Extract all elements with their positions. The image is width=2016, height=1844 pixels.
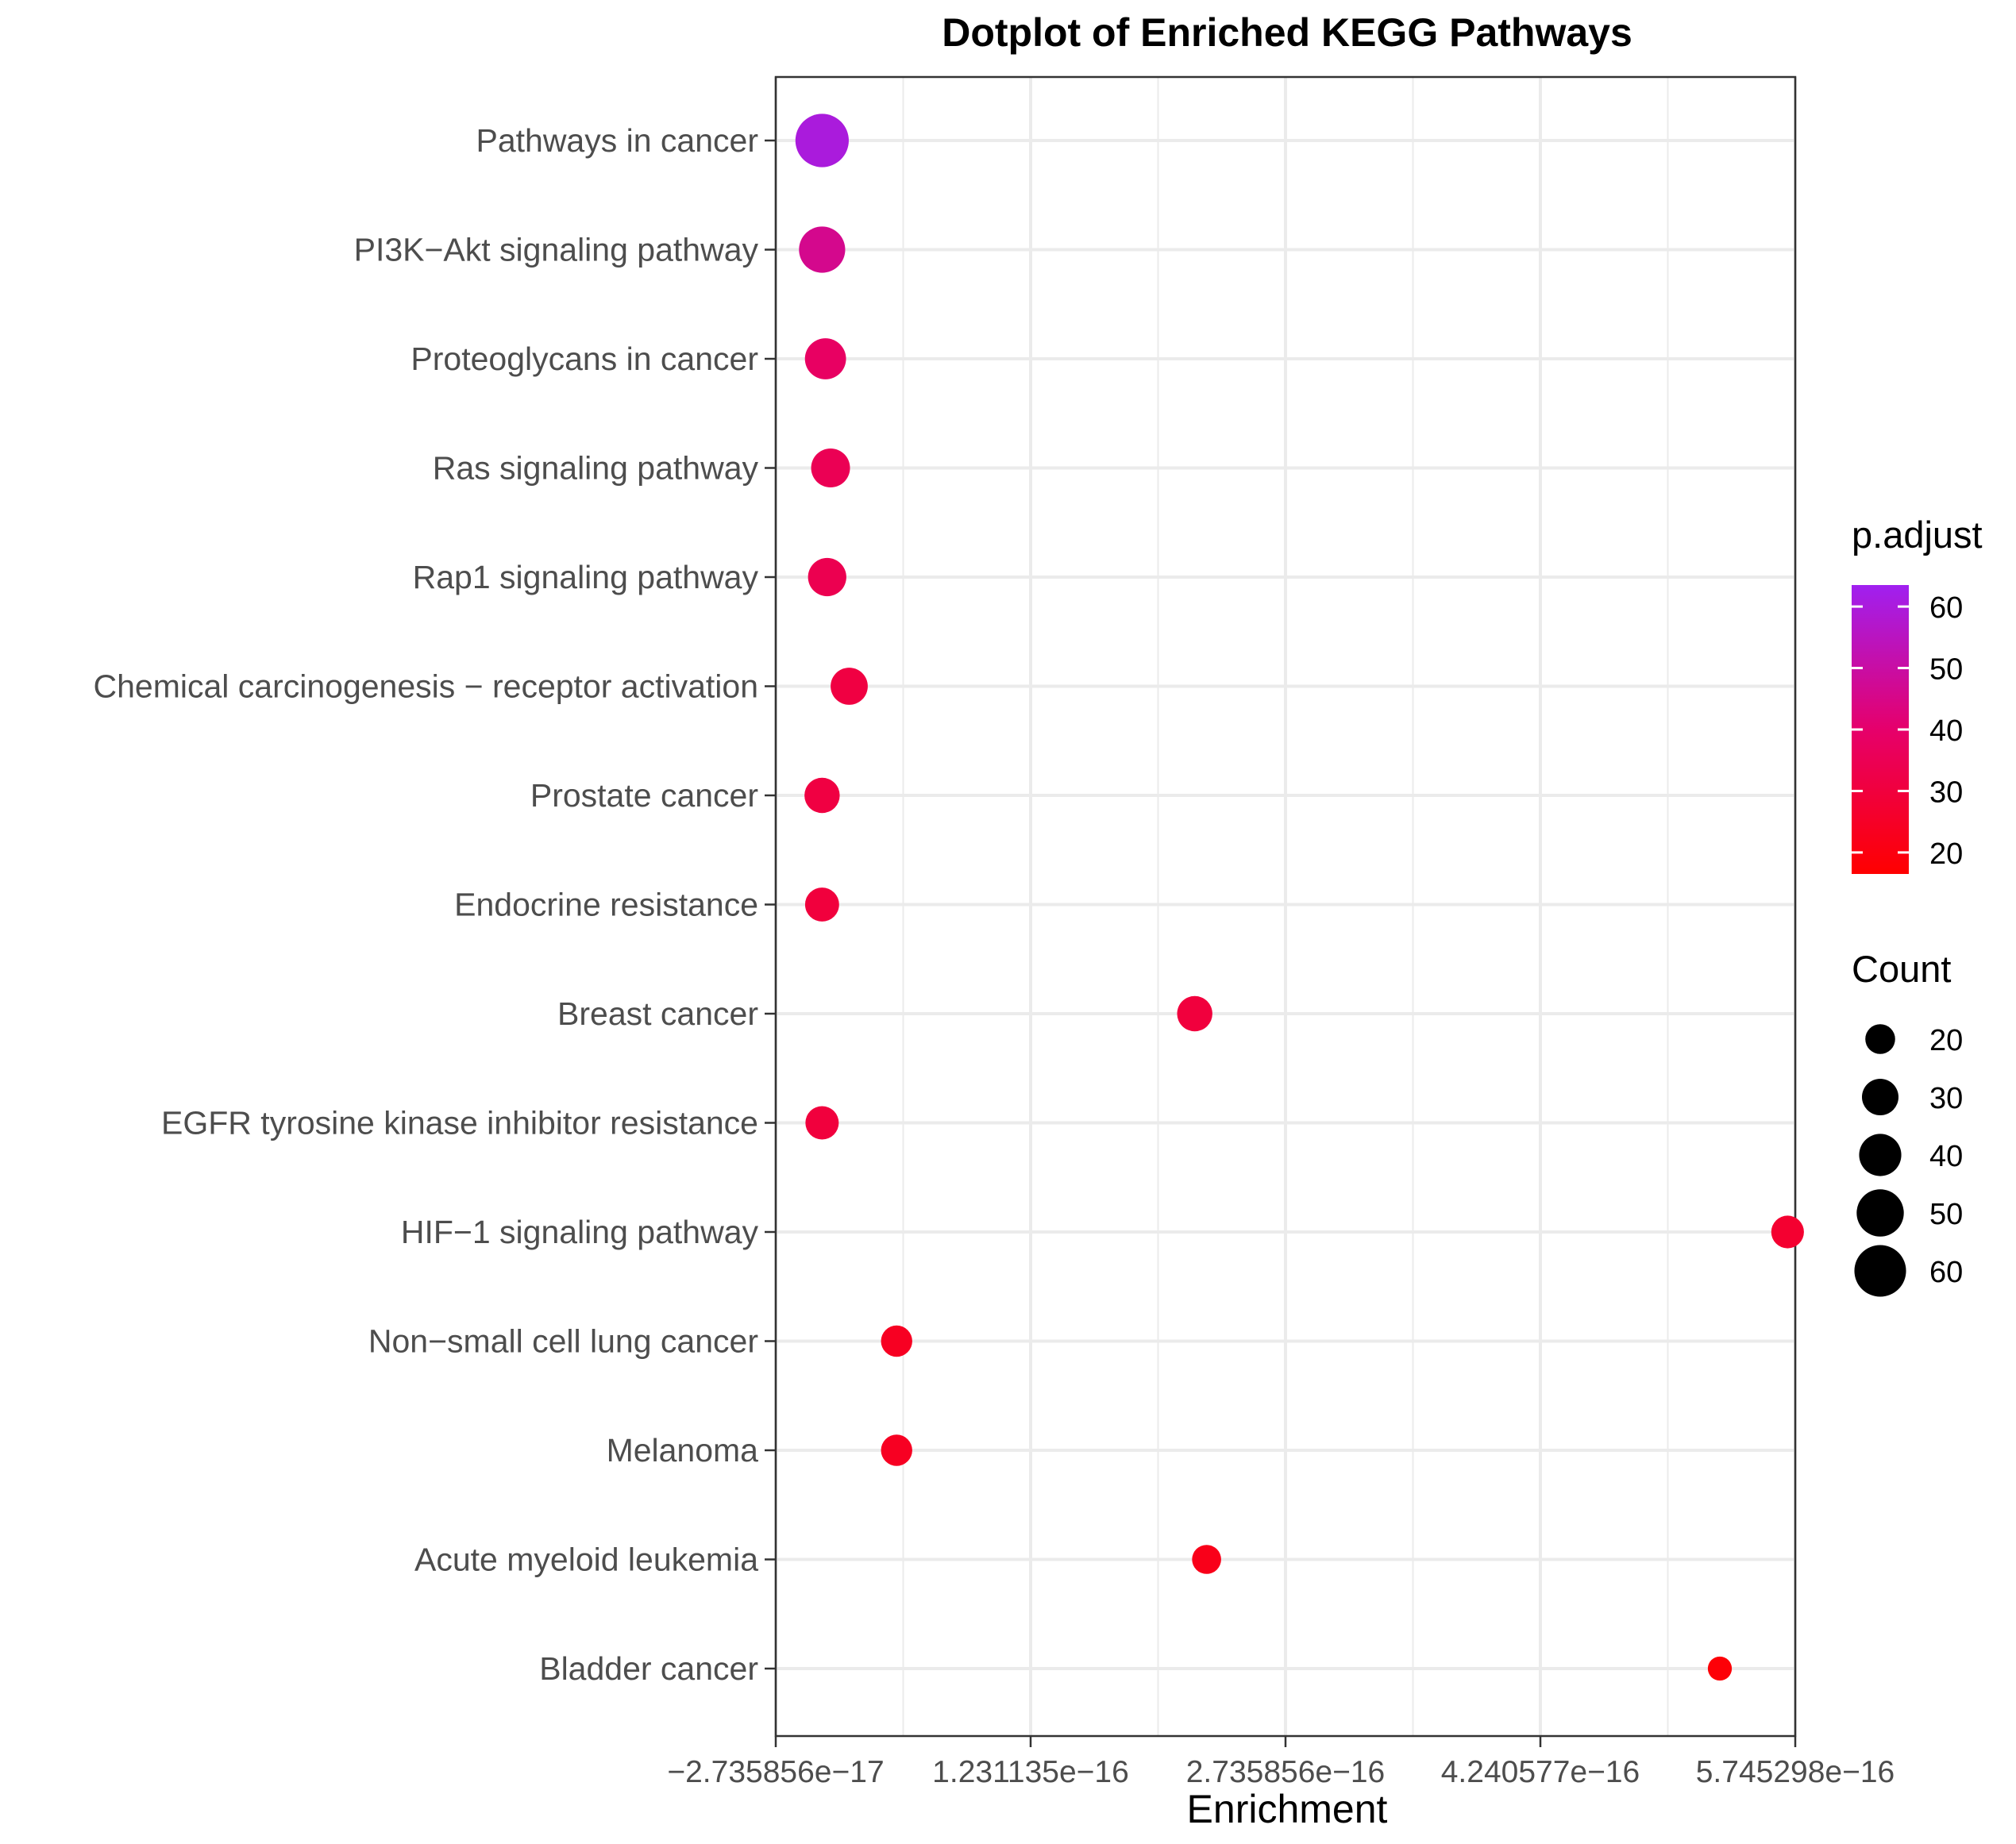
y-category-label: Chemical carcinogenesis − receptor activ… — [94, 668, 759, 705]
color-legend-label: 40 — [1929, 714, 1963, 748]
size-legend-label: 50 — [1929, 1198, 1963, 1231]
color-legend-label: 20 — [1929, 837, 1963, 871]
y-category-label: Melanoma — [607, 1432, 759, 1469]
color-legend-label: 30 — [1929, 776, 1963, 809]
data-point — [1707, 1656, 1733, 1681]
color-legend-label: 50 — [1929, 653, 1963, 687]
size-legend-label: 40 — [1929, 1140, 1963, 1173]
size-legend-label: 20 — [1929, 1024, 1963, 1057]
y-category-label: Acute myeloid leukemia — [414, 1542, 758, 1578]
y-category-label: EGFR tyrosine kinase inhibitor resistanc… — [161, 1105, 758, 1141]
color-legend: p.adjust 20 30 40 50 60 — [1852, 514, 1983, 874]
x-tick-label: 4.240577e−16 — [1441, 1755, 1640, 1789]
data-point — [805, 1106, 839, 1140]
y-category-label: Pathways in cancer — [476, 122, 758, 159]
data-point — [1771, 1215, 1804, 1249]
grid-layer — [774, 77, 1797, 1736]
size-legend-dot — [1861, 1078, 1899, 1116]
label-layer: −2.735856e−17 1.231135e−16 2.735856e−16 4.2… — [94, 122, 1895, 1789]
y-category-label: Ras signaling pathway — [433, 450, 759, 487]
size-legend-dot — [1859, 1134, 1902, 1176]
data-point — [799, 226, 846, 273]
size-legend-label: 60 — [1929, 1256, 1963, 1289]
color-legend-ticks: 20 30 40 50 60 — [1852, 591, 1963, 871]
point-layer — [795, 114, 1804, 1681]
color-legend-title: p.adjust — [1852, 514, 1983, 556]
y-category-label: Rap1 signaling pathway — [413, 559, 759, 595]
data-point — [795, 114, 849, 167]
y-category-label: Prostate cancer — [530, 777, 758, 814]
chart-title: Dotplot of Enriched KEGG Pathways — [942, 10, 1632, 55]
size-legend: Count 20 30 40 50 60 — [1852, 948, 1963, 1297]
size-legend-title: Count — [1852, 948, 1951, 990]
data-point — [881, 1434, 912, 1466]
y-category-label: HIF−1 signaling pathway — [401, 1214, 759, 1250]
size-legend-items: 20 30 40 50 60 — [1854, 1024, 1963, 1297]
y-category-label: PI3K−Akt signaling pathway — [354, 232, 759, 268]
x-axis-title: Enrichment — [1187, 1787, 1388, 1831]
size-legend-label: 30 — [1929, 1082, 1963, 1115]
size-legend-dot — [1865, 1024, 1895, 1054]
data-point — [1177, 995, 1212, 1032]
x-tick-label: 5.745298e−16 — [1696, 1755, 1895, 1789]
tick-layer — [765, 139, 1797, 1747]
data-point — [804, 887, 839, 922]
y-category-label: Endocrine resistance — [454, 887, 758, 923]
data-point — [881, 1325, 912, 1357]
data-point — [804, 777, 840, 814]
data-point — [1192, 1545, 1221, 1574]
color-legend-label: 60 — [1929, 591, 1963, 625]
data-point — [831, 668, 868, 705]
x-tick-label: −2.735856e−17 — [667, 1755, 884, 1789]
x-tick-label: 1.231135e−16 — [932, 1755, 1129, 1789]
data-point — [808, 557, 846, 597]
y-category-label: Proteoglycans in cancer — [411, 341, 758, 377]
size-legend-dot — [1856, 1189, 1904, 1237]
x-tick-label: 2.735856e−16 — [1186, 1755, 1386, 1789]
y-category-label: Bladder cancer — [539, 1650, 758, 1687]
data-point — [811, 448, 850, 487]
y-category-label: Breast cancer — [557, 995, 758, 1032]
data-point — [804, 338, 846, 379]
y-category-label: Non−small cell lung cancer — [368, 1323, 758, 1360]
size-legend-dot — [1854, 1245, 1906, 1297]
